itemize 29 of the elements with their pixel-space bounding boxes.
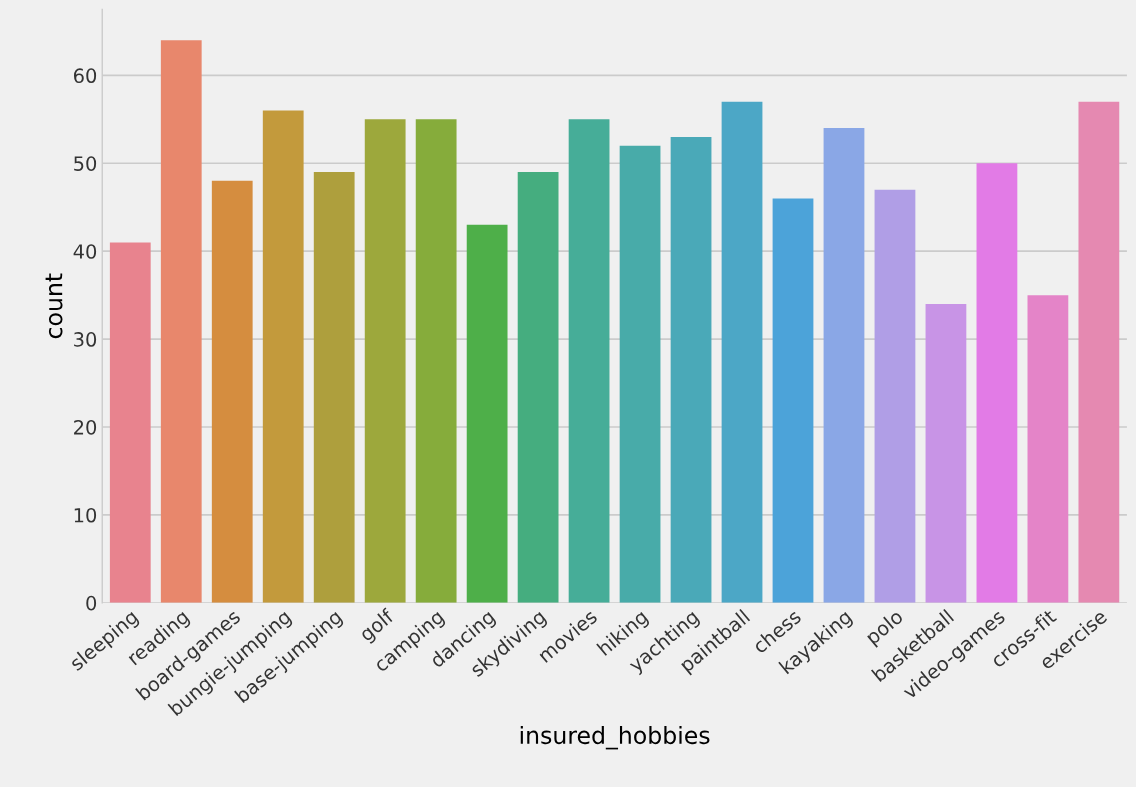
bar (721, 101, 763, 603)
bar (823, 128, 865, 603)
bar (568, 119, 610, 603)
bar (109, 242, 151, 603)
y-tick-label: 50 (74, 156, 97, 171)
bar (466, 224, 508, 603)
bar (925, 303, 967, 603)
x-axis-title: insured_hobbies (520, 725, 710, 750)
bar (874, 189, 916, 603)
bar (619, 145, 661, 603)
bar (313, 172, 355, 603)
bar (670, 136, 712, 603)
bar (517, 172, 559, 603)
y-tick-label: 0 (86, 595, 97, 611)
y-tick-label: 40 (73, 244, 97, 259)
bar (211, 180, 253, 603)
y-axis-title: count (45, 273, 63, 339)
y-tick-label: 30 (74, 332, 97, 347)
bar (1027, 295, 1069, 603)
y-tick-label: 60 (73, 68, 97, 84)
bar (976, 163, 1018, 603)
y-tick-label: 20 (74, 419, 97, 435)
y-tick-label: 10 (74, 507, 97, 523)
bar (160, 40, 202, 603)
bar (772, 198, 814, 603)
bar (262, 110, 304, 603)
bar (1078, 101, 1120, 603)
bar (364, 119, 406, 603)
bar (415, 119, 457, 603)
